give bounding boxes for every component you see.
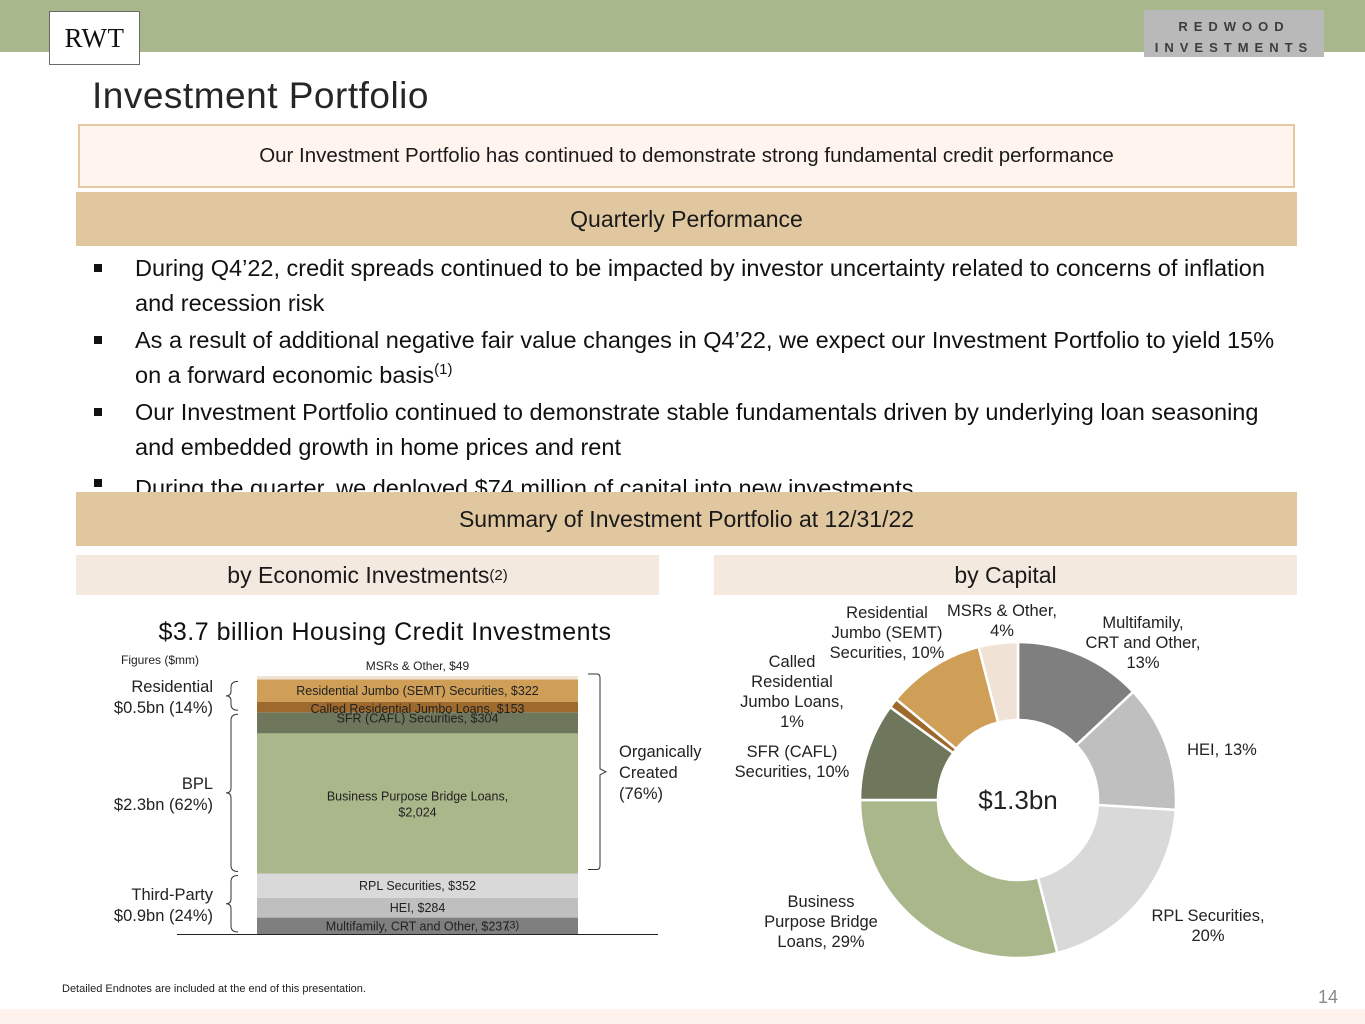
donut-label-called-residential-jumbo-loans: Called [769, 653, 816, 671]
donut-label-business-purpose-bridge-loans-1: Purpose Bridge [764, 913, 878, 931]
bullet-item: As a result of additional negative fair … [92, 325, 1292, 390]
donut-slice-business-purpose-bridge-loans [858, 798, 1059, 960]
donut-label-rpl-securities: RPL Securities, [1151, 907, 1264, 925]
donut-label-business-purpose-bridge-loans-2: Loans, 29% [777, 933, 864, 951]
economic-heading-text: by Economic Investments [227, 561, 490, 588]
bar-label-business-purpose-bridge-loans: Business Purpose Bridge Loans, [327, 789, 508, 803]
donut-label-residential-jumbo-semt-securities-1: Jumbo (SEMT) [832, 624, 943, 642]
donut-label-called-residential-jumbo-loans-3: 1% [780, 713, 804, 731]
bar-chart-title: $3.7 billion Housing Credit Investments [158, 618, 612, 646]
bracket-organically-created [588, 673, 608, 871]
bar-segment-called-residential-jumbo-loans [257, 701, 578, 713]
bar-segment-msrs-other [257, 676, 578, 680]
bracket-third-party [225, 875, 239, 933]
summary-band: Summary of Investment Portfolio at 12/31… [76, 492, 1297, 546]
donut-label-called-residential-jumbo-loans-1: Residential [751, 673, 833, 691]
bullet-text: Our Investment Portfolio continued to de… [135, 398, 1259, 460]
bullet-item: Our Investment Portfolio continued to de… [92, 397, 1292, 462]
donut-label-sfr-cafl-securities: SFR (CAFL) [747, 743, 838, 761]
bar-segment-rpl-securities [257, 873, 578, 898]
page-number: 14 [1317, 987, 1338, 1007]
bullet-square-icon [94, 264, 102, 272]
bullet-text: During Q4’22, credit spreads continued t… [135, 255, 1265, 316]
organic-label-line1: Organically [619, 743, 702, 761]
donut-label-hei: HEI, 13% [1187, 741, 1257, 759]
organic-label-line3: (76%) [619, 785, 663, 803]
bar-label-note: (3) [506, 919, 519, 931]
organic-label-line2: Created [619, 764, 678, 782]
callout-box: Our Investment Portfolio has continued t… [78, 124, 1295, 188]
bar-label-msrs-other: MSRs & Other, $49 [366, 659, 470, 673]
bar-segment-multifamily-crt-and-other [257, 917, 578, 934]
bracket-bpl [225, 713, 239, 873]
bar-segment-residential-jumbo-semt-securities [257, 679, 578, 702]
bar-label-multifamily-crt-and-other: Multifamily, CRT and Other, $237 [326, 919, 509, 933]
logo-line-redwood: REDWOOD [1178, 19, 1290, 34]
donut-label-multifamily-crt-and-other-2: 13% [1126, 654, 1159, 672]
bullet-square-icon [94, 479, 102, 488]
donut-label-multifamily-crt-and-other: Multifamily, [1102, 614, 1183, 632]
page-title: Investment Portfolio [92, 75, 429, 116]
donut-center-label: $1.3bn [978, 785, 1058, 815]
bar-label-rpl-securities: RPL Securities, $352 [359, 879, 476, 893]
bar-label-sfr-cafl-securities: SFR (CAFL) Securities, $304 [337, 711, 499, 725]
bullet-square-icon [94, 335, 102, 344]
quarterly-performance-band: Quarterly Performance [76, 192, 1297, 246]
donut-slice-rpl-securities [1036, 803, 1178, 955]
bullet-text: As a result of additional negative fair … [135, 326, 1275, 388]
donut-label-sfr-cafl-securities-1: Securities, 10% [735, 763, 850, 781]
footnote: Detailed Endnotes are included at the en… [62, 983, 366, 995]
redwood-investments-logo: REDWOOD INVESTMENTS [1144, 10, 1324, 57]
bullet-item: During Q4’22, credit spreads continued t… [92, 253, 1292, 318]
bottom-bar [0, 1009, 1365, 1024]
bar-segment-sfr-cafl-securities [257, 712, 578, 734]
group-label-residential: Residential [131, 678, 213, 696]
group-value-bpl: $2.3bn (62%) [114, 796, 213, 814]
donut-label-multifamily-crt-and-other-1: CRT and Other, [1086, 634, 1201, 652]
bar-label-residential-jumbo-semt-securities: Residential Jumbo (SEMT) Securities, $32… [296, 684, 539, 698]
bar-label-business-purpose-bridge-loans-value: $2,024 [398, 805, 436, 819]
bullet-list: During Q4’22, credit spreads continued t… [92, 253, 1292, 510]
economic-heading-sup: (2) [489, 566, 508, 584]
group-value-residential: $0.5bn (14%) [114, 699, 213, 717]
bar-label-called-residential-jumbo-loans: Called Residential Jumbo Loans, $153 [310, 702, 524, 716]
rwt-logo: RWT [49, 11, 140, 65]
economic-investments-heading: by Economic Investments (2) [76, 555, 659, 595]
group-label-third-party: Third-Party [131, 886, 213, 904]
logo-line-investments: INVESTMENTS [1154, 40, 1314, 55]
bullet-square-icon [94, 407, 102, 416]
top-banner [0, 0, 1365, 52]
bar-label-hei: HEI, $284 [390, 901, 446, 915]
donut-label-msrs-other-1: 4% [990, 622, 1014, 640]
bullet-sup: (1) [434, 360, 453, 378]
group-label-bpl: BPL [182, 775, 213, 793]
bracket-residential [225, 680, 239, 711]
bar-segment-business-purpose-bridge-loans [257, 733, 578, 874]
donut-label-business-purpose-bridge-loans: Business [788, 893, 855, 911]
figures-note: Figures ($mm) [121, 653, 200, 667]
bar-segment-hei [257, 897, 578, 918]
donut-label-rpl-securities-1: 20% [1191, 927, 1224, 945]
donut-slice-msrs-other [977, 640, 1020, 725]
donut-label-msrs-other: MSRs & Other, [947, 602, 1057, 620]
donut-label-called-residential-jumbo-loans-2: Jumbo Loans, [740, 693, 844, 711]
by-capital-heading: by Capital [714, 555, 1297, 595]
group-value-third-party: $0.9bn (24%) [114, 907, 213, 925]
donut-label-residential-jumbo-semt-securities-2: Securities, 10% [830, 644, 945, 662]
donut-label-residential-jumbo-semt-securities: Residential [846, 604, 928, 622]
